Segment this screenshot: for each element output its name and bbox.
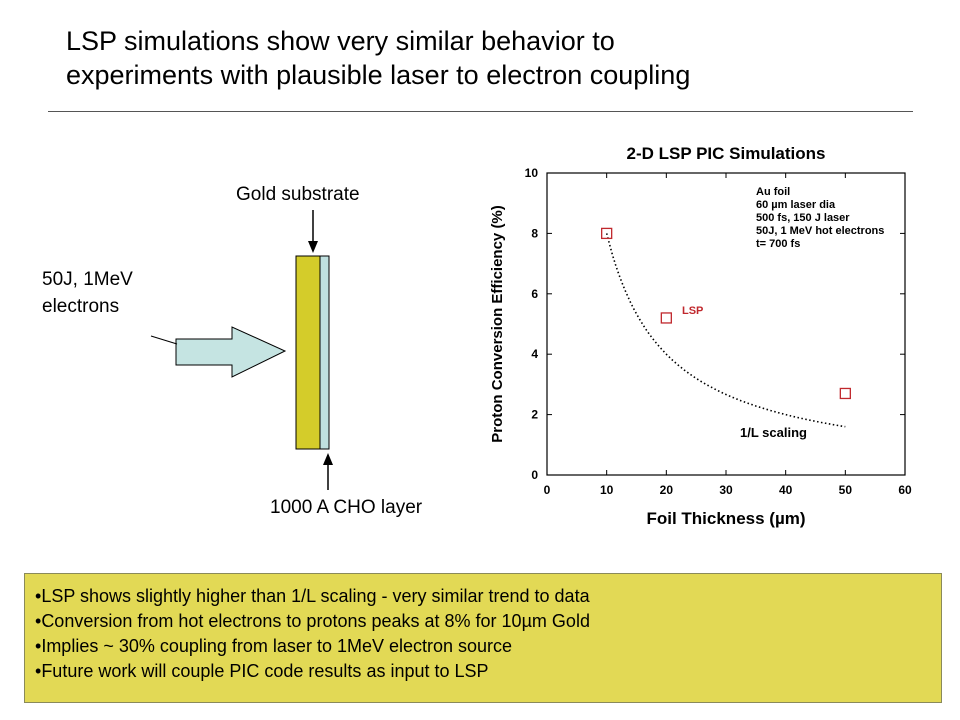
bullet-4: Future work will couple PIC code results… [35, 659, 941, 684]
lsp-point [601, 227, 613, 240]
lsp-points [601, 227, 851, 400]
legend-line-3: 500 fs, 150 J laser [756, 212, 850, 224]
title-line-1: LSP simulations show very similar behavi… [66, 26, 615, 56]
x-tick-label: 0 [544, 483, 551, 497]
electrons-label-line-1: 50J, 1MeV [42, 269, 133, 290]
target-diagram [150, 210, 333, 490]
y-axis-ticks: 0 2 4 6 8 10 [525, 166, 905, 482]
cho-layer-label: 1000 A CHO layer [270, 497, 423, 518]
electrons-label-line-2: electrons [42, 296, 120, 317]
bullet-3: Implies ~ 30% coupling from laser to 1Me… [35, 634, 941, 659]
legend-line-1: Au foil [756, 186, 790, 198]
y-tick-label: 2 [531, 408, 538, 422]
x-tick-label: 50 [839, 483, 853, 497]
lsp-series-label: LSP [682, 305, 703, 317]
cho-layer [319, 255, 330, 450]
summary-notes-box: LSP shows slightly higher than 1/L scali… [24, 573, 942, 703]
bullet-1: LSP shows slightly higher than 1/L scali… [35, 584, 941, 609]
scaling-curve-line [605, 233, 846, 428]
y-tick-label: 6 [531, 287, 538, 301]
y-tick-label: 4 [531, 347, 538, 361]
chart-title: 2-D LSP PIC Simulations [626, 144, 825, 163]
gold-substrate-layer [295, 255, 321, 450]
electron-beam-arrow [175, 326, 287, 378]
bullet-2: Conversion from hot electrons to protons… [35, 609, 941, 634]
x-tick-label: 10 [600, 483, 614, 497]
title-line-2: experiments with plausible laser to elec… [66, 60, 691, 90]
x-axis-label: Foil Thickness (µm) [646, 509, 805, 528]
x-tick-label: 60 [898, 483, 912, 497]
y-axis-label: Proton Conversion Efficiency (%) [489, 205, 506, 443]
gold-substrate-label: Gold substrate [236, 184, 360, 205]
scaling-series-label: 1/L scaling [740, 425, 807, 440]
lsp-point [839, 387, 851, 400]
plot-frame [546, 172, 906, 476]
legend-line-5: t= 700 fs [756, 238, 800, 250]
cho-layer-arrowhead [323, 453, 333, 465]
electrons-pointer-line [150, 335, 178, 345]
legend-line-4: 50J, 1 MeV hot electrons [756, 225, 884, 237]
y-tick-label: 0 [531, 468, 538, 482]
y-tick-label: 10 [525, 166, 539, 180]
x-tick-label: 20 [660, 483, 674, 497]
gold-substrate-arrowhead [308, 241, 318, 253]
lsp-point [660, 312, 672, 324]
x-tick-label: 30 [719, 483, 733, 497]
legend-line-2: 60 µm laser dia [756, 199, 836, 211]
x-axis-ticks: 0 10 20 30 40 50 60 [544, 173, 912, 497]
x-tick-label: 40 [779, 483, 793, 497]
title-divider [48, 111, 913, 112]
chart-legend-box: Au foil 60 µm laser dia 500 fs, 150 J la… [756, 186, 884, 250]
electrons-label: 50J, 1MeV electrons [42, 266, 133, 320]
slide-title: LSP simulations show very similar behavi… [66, 24, 926, 92]
conversion-efficiency-chart: 2-D LSP PIC Simulations 0 2 4 6 8 10 0 10 20 30 4… [489, 144, 912, 528]
y-tick-label: 8 [531, 226, 538, 240]
summary-bullets: LSP shows slightly higher than 1/L scali… [35, 584, 941, 684]
